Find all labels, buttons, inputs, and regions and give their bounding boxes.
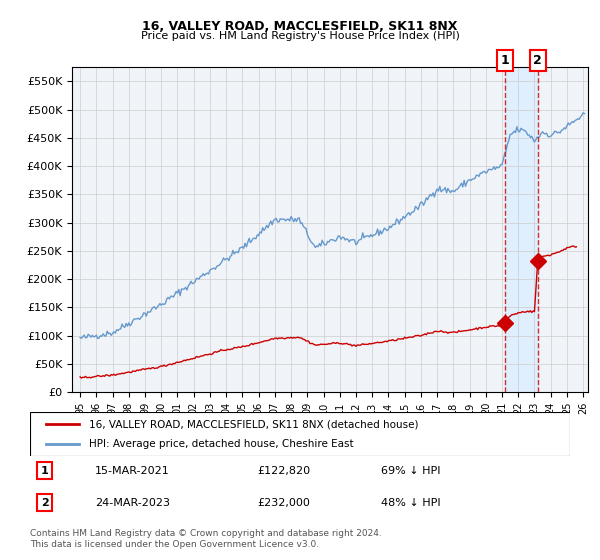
Text: 48% ↓ HPI: 48% ↓ HPI [381, 498, 440, 508]
Text: 2: 2 [41, 498, 49, 508]
Bar [505, 67, 538, 392]
Text: 1: 1 [501, 54, 509, 67]
Text: Price paid vs. HM Land Registry's House Price Index (HPI): Price paid vs. HM Land Registry's House … [140, 31, 460, 41]
Text: £232,000: £232,000 [257, 498, 310, 508]
Text: 69% ↓ HPI: 69% ↓ HPI [381, 465, 440, 475]
Text: 24-MAR-2023: 24-MAR-2023 [95, 498, 170, 508]
Text: HPI: Average price, detached house, Cheshire East: HPI: Average price, detached house, Ches… [89, 439, 354, 449]
Text: 16, VALLEY ROAD, MACCLESFIELD, SK11 8NX (detached house): 16, VALLEY ROAD, MACCLESFIELD, SK11 8NX … [89, 419, 419, 429]
Text: 2: 2 [533, 54, 542, 67]
FancyBboxPatch shape [30, 412, 570, 456]
Text: 16, VALLEY ROAD, MACCLESFIELD, SK11 8NX: 16, VALLEY ROAD, MACCLESFIELD, SK11 8NX [142, 20, 458, 32]
Text: 1: 1 [41, 465, 49, 475]
Text: Contains HM Land Registry data © Crown copyright and database right 2024.: Contains HM Land Registry data © Crown c… [30, 529, 382, 538]
Text: 15-MAR-2021: 15-MAR-2021 [95, 465, 170, 475]
Text: This data is licensed under the Open Government Licence v3.0.: This data is licensed under the Open Gov… [30, 540, 319, 549]
Text: £122,820: £122,820 [257, 465, 310, 475]
